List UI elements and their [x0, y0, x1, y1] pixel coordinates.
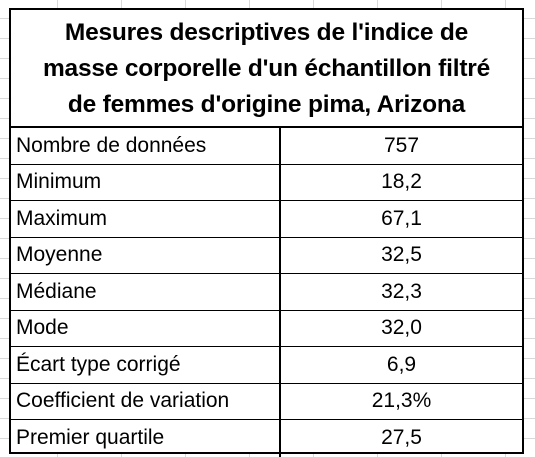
- table-row: Médiane 32,3: [11, 274, 522, 311]
- table-row: Maximum 67,1: [11, 201, 522, 238]
- table-row: Premier quartile 27,5: [11, 420, 522, 457]
- table-row: Écart type corrigé 6,9: [11, 347, 522, 384]
- row-value[interactable]: 757: [383, 133, 420, 157]
- row-value[interactable]: 18,2: [381, 170, 422, 194]
- title-line-2: masse corporelle d'un échantillon filtré: [42, 55, 491, 82]
- table-row: Minimum 18,2: [11, 164, 522, 201]
- descriptive-stats-table: Mesures descriptives de l'indice de mass…: [9, 8, 524, 457]
- row-value[interactable]: 27,5: [381, 426, 422, 450]
- row-label[interactable]: Mode: [11, 310, 281, 346]
- table-title: Mesures descriptives de l'indice de mass…: [11, 10, 522, 128]
- row-value[interactable]: 6,9: [386, 352, 417, 376]
- title-line-1: Mesures descriptives de l'indice de: [64, 19, 469, 46]
- row-label[interactable]: Minimum: [11, 164, 281, 200]
- table-row: Nombre de données 757: [11, 128, 522, 165]
- row-value[interactable]: 32,5: [381, 243, 422, 267]
- row-label[interactable]: Moyenne: [11, 237, 281, 273]
- title-line-3: de femmes d'origine pima, Arizona: [67, 91, 466, 118]
- table-row: Coefficient de variation 21,3%: [11, 383, 522, 420]
- row-value[interactable]: 21,3%: [371, 389, 432, 413]
- row-label[interactable]: Coefficient de variation: [11, 383, 281, 419]
- row-label[interactable]: Premier quartile: [11, 420, 281, 457]
- row-value[interactable]: 67,1: [381, 206, 422, 230]
- table-row: Mode 32,0: [11, 310, 522, 347]
- row-label[interactable]: Nombre de données: [11, 128, 281, 164]
- table-row: Moyenne 32,5: [11, 237, 522, 274]
- row-label[interactable]: Écart type corrigé: [11, 347, 281, 383]
- row-label[interactable]: Médiane: [11, 274, 281, 310]
- row-value[interactable]: 32,0: [381, 316, 422, 340]
- table-title-text: Mesures descriptives de l'indice de mass…: [43, 15, 490, 123]
- row-label[interactable]: Maximum: [11, 201, 281, 237]
- row-value[interactable]: 32,3: [381, 279, 422, 303]
- table-body: Nombre de données 757 Minimum 18,2 Maxim…: [11, 128, 522, 457]
